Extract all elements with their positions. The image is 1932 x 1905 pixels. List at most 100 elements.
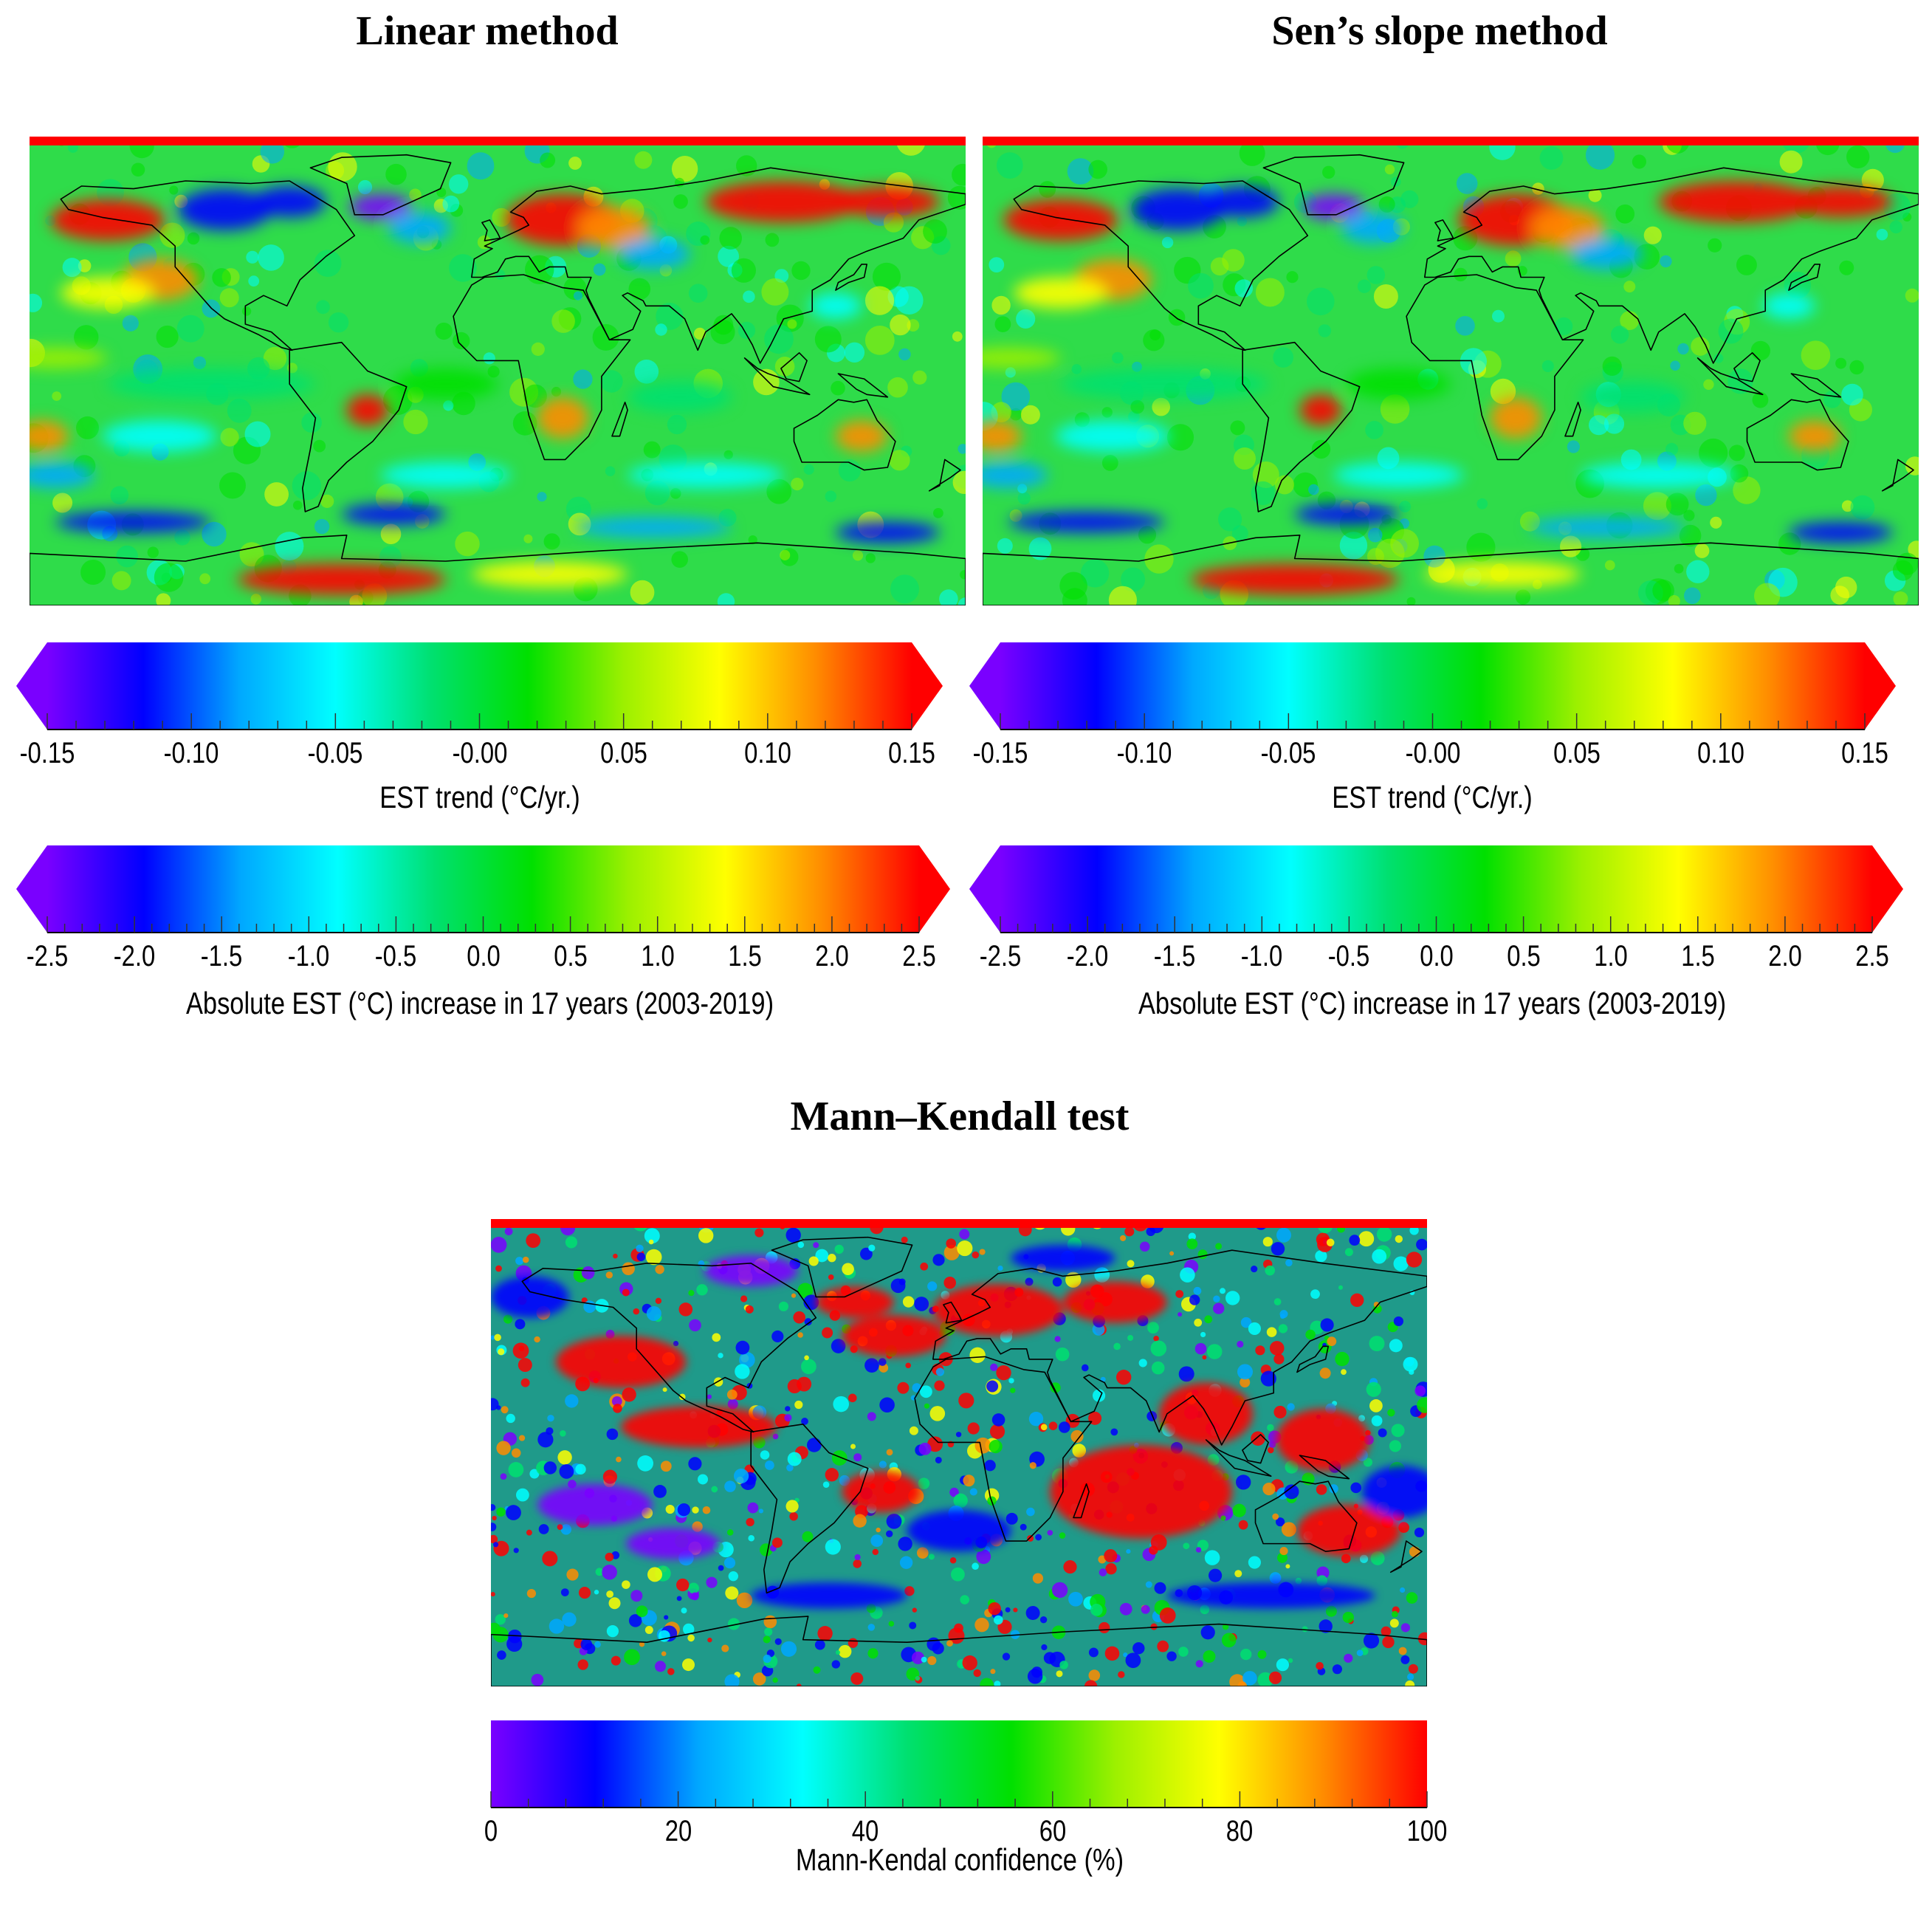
map-speckle — [506, 1635, 523, 1652]
map-speckle — [1359, 1554, 1369, 1563]
map-speckle — [692, 1521, 703, 1532]
map-speckle — [529, 1469, 540, 1479]
map-speckle — [787, 1452, 802, 1466]
map-speckle — [951, 1567, 965, 1582]
colorbar-linear-absolute-caption: Absolute EST (°C) increase in 17 years (… — [185, 986, 774, 1020]
map-speckle — [622, 1387, 636, 1402]
map-speckle — [52, 391, 62, 401]
map-speckle — [717, 593, 735, 605]
colorbar-sens-absolute: -2.5 -2.0 -1.5 -1.0 -0.5 0.0 0.5 1.0 1.5 2.0 2.5 — [969, 845, 1903, 972]
map-speckle — [491, 1534, 498, 1544]
title-linear-method: Linear method — [356, 8, 619, 54]
map-speckle — [791, 1293, 797, 1298]
colorbar-extend-arrow-low — [969, 642, 1000, 730]
map-speckle — [1189, 1294, 1200, 1305]
map-speckle — [785, 1227, 801, 1243]
colorbar-tick-label: -0.10 — [1116, 737, 1172, 769]
map-speckle — [602, 1469, 617, 1484]
map-speckle — [1390, 529, 1419, 558]
map-speckle — [1339, 532, 1368, 560]
map-speckle — [898, 1278, 906, 1286]
map-speckle — [1393, 1256, 1409, 1271]
map-speckle — [1350, 1293, 1364, 1308]
map-speckle — [822, 1327, 833, 1339]
map-speckle — [765, 233, 780, 247]
map-speckle — [250, 594, 262, 605]
map-speckle — [313, 439, 326, 453]
map-patch — [380, 462, 511, 489]
map-speckle — [1363, 1633, 1380, 1649]
map-speckle — [1736, 254, 1757, 275]
map-speckle — [513, 1548, 519, 1554]
map-speckle — [605, 1552, 614, 1562]
map-speckle — [927, 1655, 937, 1665]
map-speckle — [1683, 411, 1707, 435]
map-speckle — [643, 441, 661, 459]
map-speckle — [1839, 260, 1854, 275]
map-speckle — [1389, 1619, 1399, 1628]
map-speckle — [727, 1618, 740, 1630]
map-speckle — [1063, 1560, 1077, 1574]
map-speckle — [495, 270, 506, 280]
map-speckle — [1332, 1664, 1342, 1675]
map-speckle — [789, 1511, 798, 1521]
map-speckle — [1055, 1347, 1070, 1362]
map-patch — [1528, 517, 1685, 538]
map-patch — [55, 512, 212, 533]
map-speckle — [959, 1229, 970, 1240]
colorbar-sens-trend-caption: EST trend (°C/yr.) — [1332, 780, 1533, 814]
map-speckle — [1082, 1364, 1089, 1372]
map-speckle — [844, 342, 865, 363]
map-speckle — [1456, 173, 1478, 194]
map-speckle — [887, 377, 908, 398]
map-speckle — [546, 1427, 554, 1435]
map-patch — [578, 207, 651, 249]
map-speckle — [660, 1460, 672, 1472]
map-patch — [1296, 1504, 1401, 1557]
colorbar-tick-label: -1.5 — [1153, 940, 1196, 972]
coastline-new-zealand — [1881, 459, 1914, 492]
map-speckle — [1325, 1605, 1337, 1617]
map-speckle — [1040, 1424, 1048, 1431]
map-speckle — [219, 472, 246, 499]
coastline-new-guinea — [1299, 1455, 1350, 1480]
map-speckle — [1367, 266, 1386, 284]
map-speckle — [681, 1607, 687, 1614]
map-speckle — [1206, 1344, 1223, 1359]
map-speckle — [682, 1658, 695, 1672]
map-speckle — [645, 1249, 662, 1266]
map-speckle — [1180, 1267, 1195, 1283]
map-speckle — [927, 1281, 938, 1291]
coastline-australia — [793, 399, 896, 471]
map-speckle — [929, 1406, 946, 1421]
map-speckle — [1221, 1633, 1237, 1648]
map-speckle — [1168, 309, 1186, 326]
map-speckle — [1166, 424, 1194, 451]
map-speckle — [872, 1548, 879, 1556]
map-speckle — [202, 521, 227, 547]
map-speckle — [1242, 1671, 1257, 1686]
map-speckle — [516, 1488, 529, 1502]
map-speckle — [957, 1240, 973, 1257]
map-patch — [1658, 181, 1815, 223]
map-speckle — [780, 1641, 797, 1657]
colorbar-tick-label: 40 — [851, 1815, 879, 1847]
map-speckle — [1382, 1635, 1395, 1649]
map-patch — [102, 420, 217, 452]
map-patch — [61, 277, 155, 309]
title-sens-slope-method: Sen’s slope method — [1271, 8, 1608, 54]
map-speckle — [817, 1626, 833, 1641]
map-speckle — [1319, 1619, 1333, 1633]
map-speckle — [1849, 360, 1864, 375]
map-speckle — [656, 302, 684, 331]
map-speckle — [1005, 367, 1016, 378]
map-speckle — [1204, 1550, 1220, 1565]
colorbar-tick-label: 1.5 — [1680, 940, 1715, 972]
map-speckle — [1149, 329, 1161, 341]
map-speckle — [328, 312, 349, 333]
map-speckle — [1400, 1587, 1406, 1593]
map-speckle — [1161, 236, 1174, 249]
map-speckle — [1835, 576, 1857, 599]
map-speckle — [723, 450, 733, 460]
map-speckle — [1041, 1644, 1048, 1651]
